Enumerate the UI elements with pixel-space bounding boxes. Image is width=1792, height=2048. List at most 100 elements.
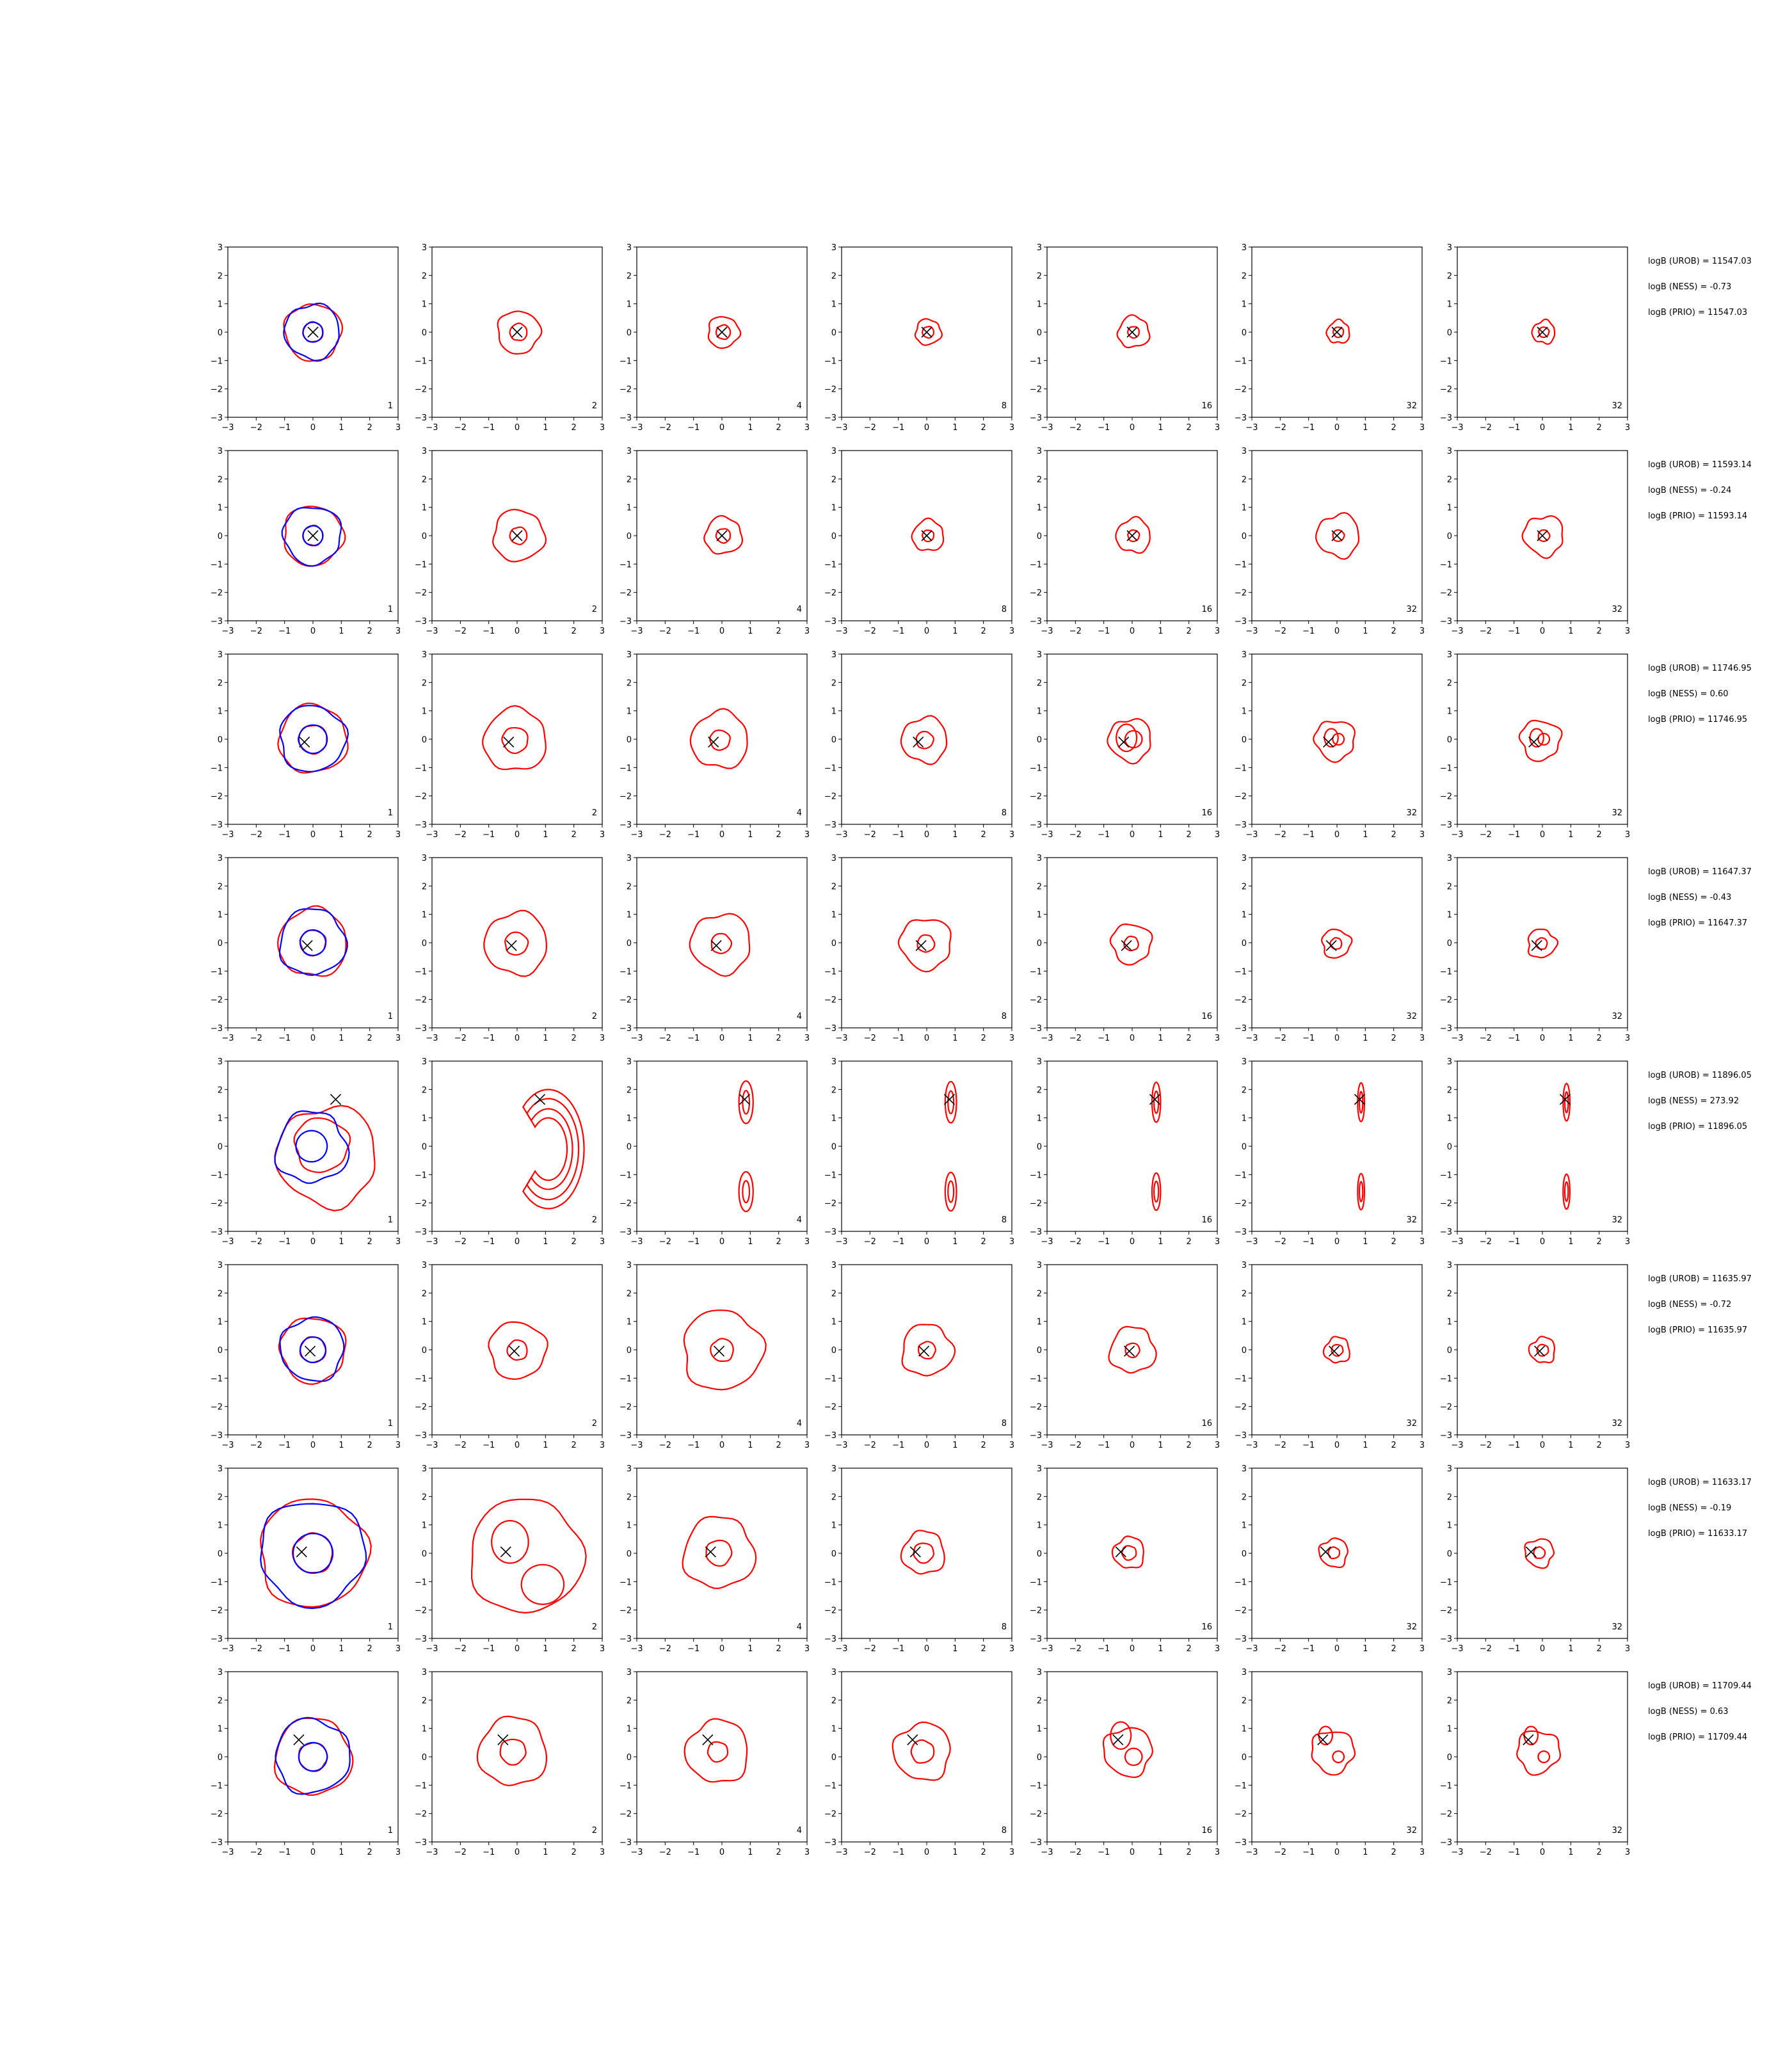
subplot-r5-c6: −3−3 −2 −2 −1 −1 0 0 1 1 2 2 3 3 32 <box>1235 1057 1425 1247</box>
x-tick-label: 3 <box>1009 627 1014 636</box>
reference-point-marker <box>293 1734 305 1745</box>
x-tick-label: −3 <box>221 1237 234 1247</box>
subplot-r5-c3: −3−3 −2 −2 −1 −1 0 0 1 1 2 2 3 3 4 <box>620 1057 810 1247</box>
x-tick-label: 0 <box>719 423 724 433</box>
y-tick-label: −1 <box>415 1374 427 1384</box>
y-tick-label: −3 <box>1440 1635 1452 1644</box>
y-tick-label: −2 <box>211 589 223 598</box>
y-tick-label: −3 <box>211 1431 223 1441</box>
contours <box>683 1309 767 1391</box>
x-tick-label: −1 <box>483 423 495 433</box>
y-tick-label: 3 <box>831 1464 836 1474</box>
x-tick-label: −2 <box>659 627 671 636</box>
y-tick-label: 3 <box>1447 243 1452 253</box>
y-tick-label: 0 <box>1037 1142 1042 1152</box>
outer-contour <box>1116 314 1151 349</box>
x-tick-label: −2 <box>250 1034 262 1043</box>
y-tick-label: 2 <box>1037 882 1042 892</box>
subplot-r1-c6: −3−3 −2 −2 −1 −1 0 0 1 1 2 2 3 3 32 <box>1235 243 1425 433</box>
x-tick-label: −2 <box>1069 1848 1082 1857</box>
y-tick-label: 3 <box>1242 243 1247 253</box>
subplot-r2-c6: −3−3 −2 −2 −1 −1 0 0 1 1 2 2 3 3 32 <box>1235 447 1425 636</box>
inner-contour <box>1153 1090 1160 1114</box>
y-tick-label: −2 <box>1030 1403 1042 1412</box>
outer-contour <box>1524 1538 1555 1569</box>
outer-contour <box>488 1321 548 1380</box>
x-tick-label: −2 <box>454 1644 467 1654</box>
y-tick-label: 1 <box>1242 1725 1247 1734</box>
x-tick-label: 0 <box>1540 1237 1545 1247</box>
x-tick-label: 3 <box>804 1237 810 1247</box>
y-tick-label: 3 <box>627 1464 632 1474</box>
y-tick-label: −2 <box>1235 1403 1247 1412</box>
panel-count-label: 16 <box>1201 1826 1212 1836</box>
y-tick-label: 2 <box>627 271 632 281</box>
x-tick-label: 0 <box>1130 627 1135 636</box>
y-tick-label: 1 <box>422 1114 427 1124</box>
x-tick-label: 2 <box>981 1034 986 1043</box>
reference-point-marker <box>511 326 523 338</box>
inner-contour <box>501 727 529 755</box>
outer-contour <box>1151 1172 1162 1212</box>
x-tick-label: 3 <box>1009 423 1014 433</box>
y-tick-label: 3 <box>627 854 632 863</box>
panel-count-label: 32 <box>1612 605 1622 614</box>
x-tick-label: 0 <box>1540 830 1545 840</box>
y-tick-label: 3 <box>1242 854 1247 863</box>
subplot-r2-c3: −3−3 −2 −2 −1 −1 0 0 1 1 2 2 3 3 4 <box>620 447 810 636</box>
y-tick-label: 2 <box>831 271 836 281</box>
contours <box>1524 1538 1555 1569</box>
subplot-r3-c6: −3−3 −2 −2 −1 −1 0 0 1 1 2 2 3 3 32 <box>1235 650 1425 840</box>
axes-frame <box>431 1264 603 1436</box>
y-tick-label: 3 <box>627 243 632 253</box>
x-tick-label: 3 <box>1420 423 1425 433</box>
x-tick-label: 0 <box>924 1441 929 1450</box>
y-tick-label: −3 <box>620 820 632 830</box>
axes-frame <box>841 857 1012 1028</box>
contours <box>471 1498 587 1614</box>
y-tick-label: 2 <box>831 475 836 484</box>
y-tick-label: 0 <box>627 532 632 541</box>
axes-frame <box>1046 1060 1218 1232</box>
x-tick-label: 1 <box>1568 1441 1573 1450</box>
axes-frame <box>431 1468 603 1639</box>
inner-contour <box>1533 1546 1546 1559</box>
x-tick-label: −1 <box>1098 1644 1110 1654</box>
x-tick-label: −3 <box>426 627 438 636</box>
x-tick-label: −2 <box>1274 1441 1286 1450</box>
y-tick-label: 3 <box>218 1668 223 1677</box>
x-tick-label: 0 <box>924 1034 929 1043</box>
y-tick-label: 1 <box>1447 707 1452 717</box>
x-tick-label: 0 <box>1540 1441 1545 1450</box>
x-tick-label: −3 <box>630 1848 643 1857</box>
contours <box>283 302 344 362</box>
y-tick-label: 2 <box>1447 678 1452 688</box>
x-tick-label: −1 <box>1508 1237 1520 1247</box>
y-tick-label: 0 <box>831 1346 836 1356</box>
y-tick-label: 3 <box>1037 1261 1042 1270</box>
panel-count-label: 32 <box>1612 808 1622 818</box>
y-tick-label: −2 <box>824 1403 836 1412</box>
subplot-r1-c3: −3−3 −2 −2 −1 −1 0 0 1 1 2 2 3 3 4 <box>620 243 810 433</box>
outer-contour <box>1115 515 1151 554</box>
y-tick-label: −2 <box>1440 1606 1452 1616</box>
subplot-r2-c7: −3−3 −2 −2 −1 −1 0 0 1 1 2 2 3 3 32 <box>1440 447 1630 636</box>
subplot-r3-c1: −3−3 −2 −2 −1 −1 0 0 1 1 2 2 3 3 1 <box>211 650 401 840</box>
x-tick-label: 3 <box>600 1848 605 1857</box>
outer-contour <box>901 1324 956 1377</box>
reference-inner-contour <box>302 525 324 547</box>
panel-count-label: 2 <box>592 605 597 614</box>
logb-stat: logB (NESS) = -0.72 <box>1648 1300 1731 1309</box>
y-tick-label: 2 <box>422 678 427 688</box>
logb-stat: logB (NESS) = 0.63 <box>1648 1707 1729 1716</box>
y-tick-label: −1 <box>211 1781 223 1791</box>
x-tick-label: −2 <box>1274 627 1286 636</box>
reference-point-marker <box>907 1734 918 1745</box>
panel-count-label: 32 <box>1406 808 1417 818</box>
logb-stat: logB (PRIO) = 11635.97 <box>1648 1325 1747 1335</box>
x-tick-label: 0 <box>924 1848 929 1857</box>
y-tick-label: 3 <box>627 1261 632 1270</box>
contours <box>277 702 349 774</box>
axes-frame <box>1251 1468 1423 1639</box>
reference-point-marker <box>1317 1734 1329 1745</box>
